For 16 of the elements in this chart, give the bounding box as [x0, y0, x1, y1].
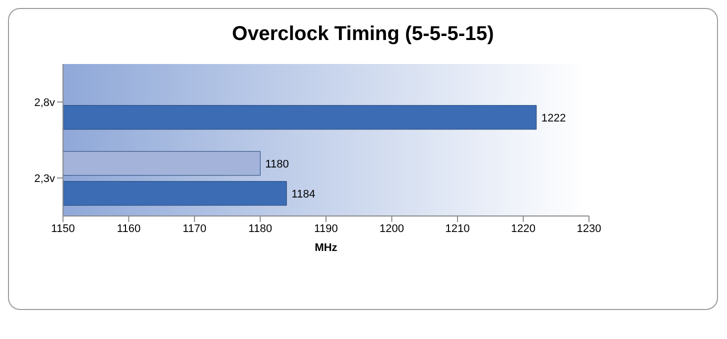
x-tick-label: 1150 — [51, 222, 75, 235]
x-tick-label: 1160 — [116, 222, 141, 235]
data-label: 1184 — [292, 188, 316, 200]
x-tick-label: 1180 — [248, 222, 272, 235]
chart-title: Overclock Timing (5-5-5-15) — [231, 23, 495, 46]
y-tick-label: 2,8v — [34, 96, 56, 109]
x-tick-label: 1210 — [445, 222, 470, 235]
x-tick-label: 1230 — [576, 222, 602, 235]
data-label: 1180 — [265, 158, 289, 170]
x-tick-label: 1190 — [314, 222, 338, 235]
x-tick-label: 1170 — [182, 222, 206, 235]
x-tick-label: 1220 — [511, 222, 536, 235]
data-label: 1222 — [541, 112, 566, 124]
y-tick-label: 2,3v — [34, 172, 56, 185]
x-tick-label: 1200 — [380, 222, 404, 235]
x-axis-title: MHz — [314, 242, 338, 254]
